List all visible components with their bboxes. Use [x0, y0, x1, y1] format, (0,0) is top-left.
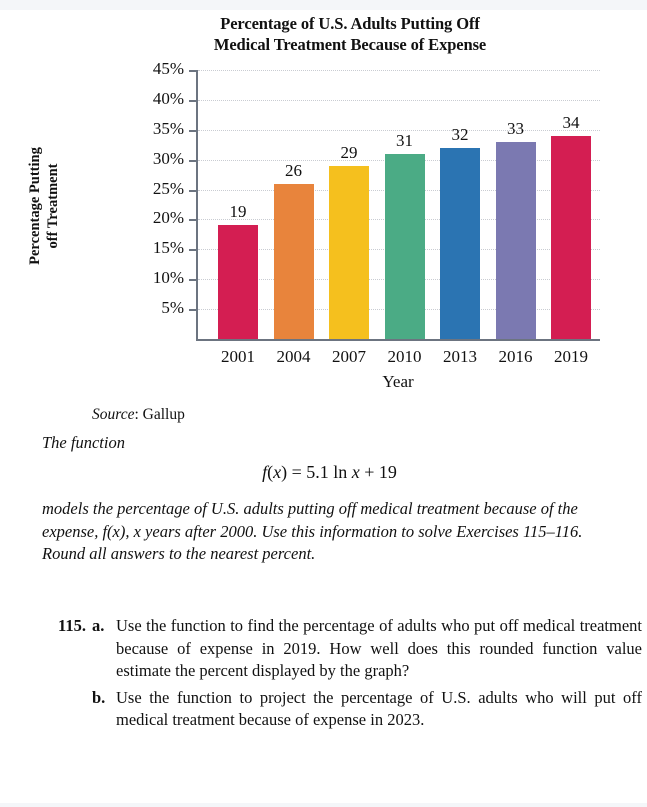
y-axis-tick [189, 249, 197, 252]
exercise-115-part-b: 115. b. Use the function to project the … [42, 687, 642, 732]
exercise-part-b-text: Use the function to project the percenta… [116, 687, 642, 730]
x-axis-tick-label: 2010 [387, 347, 422, 366]
y-axis-title-line-1: Percentage Putting [27, 147, 43, 265]
bar-value-label: 33 [507, 118, 524, 138]
bar-group: 33 [490, 112, 542, 339]
bar [551, 135, 591, 339]
y-axis-tick [189, 159, 197, 162]
formula-argument-x: x [273, 462, 282, 482]
x-axis-title: Year [382, 372, 414, 391]
y-axis-tick-label: 20% [152, 208, 184, 228]
y-axis-tick-label: 25% [152, 178, 184, 198]
bar-value-label: 26 [285, 160, 302, 180]
x-axis-tick-label: 2019 [554, 347, 588, 366]
bar [329, 165, 369, 339]
y-axis-tick [189, 189, 197, 192]
exercise-part-letter-b: b. [92, 687, 106, 707]
x-axis-tick-label: 2007 [332, 347, 366, 366]
x-axis-tick-label: 2013 [443, 347, 477, 366]
bar-value-label: 34 [562, 112, 580, 132]
bar-group: 34 [545, 106, 597, 339]
bar-value-label: 29 [340, 142, 358, 162]
y-axis-title-line-2: off Treatment [45, 163, 61, 249]
formula-close-paren: ) [281, 462, 288, 482]
bar [218, 225, 258, 339]
bar-value-label: 32 [451, 124, 469, 144]
bar-group: 19 [212, 195, 264, 339]
x-axis-tick-label: 2004 [276, 347, 311, 366]
gridline [198, 129, 600, 131]
exercise-part-letter-a: a. [92, 616, 105, 635]
chart-title: Percentage of U.S. Adults Putting Off Me… [150, 13, 550, 55]
bar-group: 29 [323, 136, 375, 339]
chart-title-line-1: Percentage of U.S. Adults Putting Off [220, 14, 480, 33]
formula-ln: ln [328, 462, 352, 482]
y-axis-tick [189, 309, 197, 312]
intro-line: The function [42, 433, 125, 452]
bar [440, 147, 480, 339]
plot-area: 5% 10% 15% 20% 25% 30% 35% 40% 45% 19 26 29 31 32 33 3… [153, 59, 600, 341]
bar [273, 183, 314, 339]
models-paragraph: models the percentage of U.S. adults put… [42, 499, 583, 564]
y-axis-title: Percentage Putting off Treatment [26, 106, 62, 306]
bar [495, 141, 536, 339]
gridline [198, 70, 600, 71]
x-axis-tick-label: 2001 [221, 347, 255, 366]
bar-group: 32 [434, 118, 486, 339]
y-axis-tick [189, 279, 197, 282]
gridline [198, 99, 600, 101]
chart-title-line-2: Medical Treatment Because of Expense [213, 35, 487, 54]
page-top-margin-strip [0, 0, 647, 10]
formula-plus: + [359, 462, 379, 482]
y-axis-tick [189, 129, 197, 132]
y-axis-tick-label: 30% [152, 148, 184, 168]
bar-chart-figure: Percentage of U.S. Adults Putting Off Me… [0, 10, 647, 423]
x-axis-tick-label: 2016 [498, 347, 533, 366]
y-axis-tick-label: 35% [152, 118, 184, 138]
source-separator: : [134, 406, 143, 423]
bar-group: 31 [379, 124, 431, 339]
x-axis-line [196, 339, 600, 341]
y-axis-line [196, 70, 198, 341]
formula-equals: = [287, 462, 307, 482]
function-formula: f(x) = 5.1 ln x + 19 [42, 462, 617, 483]
exercise-115: 115. a. Use the function to find the per… [42, 615, 642, 732]
formula-f: f [262, 462, 268, 482]
exercise-number: 115. [58, 616, 86, 635]
exercise-part-a-text: Use the function to find the percentage … [116, 616, 642, 681]
y-axis-tick [189, 99, 197, 102]
chart-source: Source: Gallup [92, 406, 185, 424]
bar-group: 26 [268, 154, 320, 339]
bar-value-label: 31 [396, 130, 413, 150]
y-axis-tick-label: 10% [152, 268, 184, 288]
y-axis-tick-label: 45% [152, 59, 184, 78]
y-axis-tick-label: 40% [152, 88, 184, 108]
exercise-115-part-a: 115. a. Use the function to find the per… [42, 615, 642, 683]
y-axis-tick [189, 70, 197, 72]
source-value: Gallup [142, 406, 185, 423]
page-bottom-margin-strip [0, 803, 647, 807]
y-axis-tick [189, 219, 197, 222]
bars-layer: 19 26 29 31 32 33 34 [198, 70, 600, 339]
formula-coefficient: 5.1 [306, 462, 329, 482]
formula-constant: 19 [378, 462, 397, 482]
source-label: Source [92, 406, 135, 423]
y-axis-tick-label: 5% [161, 298, 184, 318]
bar-value-label: 19 [229, 202, 247, 222]
formula-variable-x: x [351, 462, 360, 482]
bar [384, 153, 425, 339]
y-axis-tick-label: 15% [152, 238, 184, 258]
formula-open-paren: ( [267, 462, 274, 482]
